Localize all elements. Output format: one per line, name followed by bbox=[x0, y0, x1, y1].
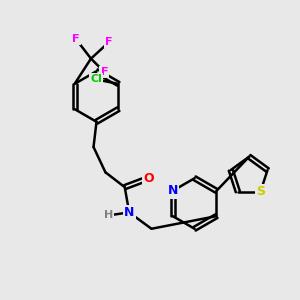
Text: H: H bbox=[104, 210, 113, 220]
Text: O: O bbox=[143, 172, 154, 185]
Text: F: F bbox=[105, 37, 112, 47]
Text: F: F bbox=[100, 67, 108, 77]
Text: S: S bbox=[256, 185, 265, 198]
Text: N: N bbox=[167, 184, 178, 197]
Text: Cl: Cl bbox=[90, 74, 102, 84]
Text: N: N bbox=[124, 206, 134, 219]
Text: F: F bbox=[72, 34, 80, 44]
